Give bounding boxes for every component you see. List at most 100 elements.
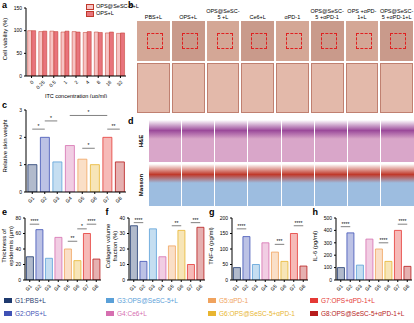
svg-text:G2: G2 bbox=[34, 283, 43, 292]
svg-text:G8: G8 bbox=[401, 283, 410, 292]
svg-text:40: 40 bbox=[15, 246, 21, 252]
html-text:Thickness of epidermis (μm): Thickness of epidermis (μm) bbox=[1, 225, 14, 267]
svg-text:3: 3 bbox=[19, 107, 22, 113]
html-text:Collagen volume fraction (%): Collagen volume fraction (%) bbox=[104, 223, 117, 269]
svg-text:G4: G4 bbox=[156, 283, 165, 292]
svg-text:****: **** bbox=[341, 221, 349, 227]
svg-text:500: 500 bbox=[323, 215, 332, 221]
svg-text:100: 100 bbox=[323, 264, 332, 270]
svg-text:2: 2 bbox=[73, 79, 79, 85]
svg-text:10: 10 bbox=[119, 261, 125, 267]
svg-text:0: 0 bbox=[19, 73, 22, 79]
svg-text:G7: G7 bbox=[185, 283, 194, 292]
svg-text:1: 1 bbox=[62, 79, 68, 85]
svg-text:0: 0 bbox=[225, 277, 228, 283]
svg-text:****: **** bbox=[238, 223, 246, 229]
svg-text:G5: G5 bbox=[269, 283, 278, 292]
svg-text:G5: G5 bbox=[77, 195, 86, 204]
svg-text:G4: G4 bbox=[260, 283, 269, 292]
svg-text:30: 30 bbox=[119, 230, 125, 236]
svg-text:**: ** bbox=[112, 123, 116, 129]
svg-text:****: **** bbox=[295, 220, 303, 226]
svg-text:G6: G6 bbox=[175, 283, 184, 292]
svg-text:0: 0 bbox=[19, 189, 22, 195]
svg-text:G3: G3 bbox=[147, 283, 156, 292]
svg-text:*: * bbox=[38, 123, 40, 129]
svg-text:8: 8 bbox=[95, 79, 101, 85]
svg-text:G6: G6 bbox=[382, 283, 391, 292]
svg-text:***: *** bbox=[192, 217, 198, 223]
svg-text:G3: G3 bbox=[43, 283, 52, 292]
svg-text:G4: G4 bbox=[53, 283, 62, 292]
svg-text:G1: G1 bbox=[24, 283, 33, 292]
svg-text:****: **** bbox=[134, 217, 142, 223]
svg-text:300: 300 bbox=[323, 240, 332, 246]
svg-text:G2: G2 bbox=[39, 195, 48, 204]
svg-text:*: * bbox=[88, 109, 90, 115]
svg-text:200: 200 bbox=[220, 215, 229, 221]
svg-text:G1: G1 bbox=[128, 283, 137, 292]
svg-text:*: * bbox=[88, 142, 90, 148]
svg-text:G6: G6 bbox=[89, 195, 98, 204]
svg-text:G3: G3 bbox=[250, 283, 259, 292]
svg-text:****: **** bbox=[88, 218, 96, 224]
svg-text:G4: G4 bbox=[363, 283, 372, 292]
svg-text:60: 60 bbox=[15, 230, 21, 236]
svg-text:G7: G7 bbox=[81, 283, 90, 292]
svg-text:****: **** bbox=[379, 237, 387, 243]
svg-text:G6: G6 bbox=[72, 283, 81, 292]
svg-text:100: 100 bbox=[14, 27, 23, 33]
svg-text:4: 4 bbox=[84, 79, 90, 85]
svg-text:G1: G1 bbox=[335, 283, 344, 292]
svg-text:ITC concentration (μg/ml): ITC concentration (μg/ml) bbox=[45, 93, 107, 98]
svg-text:150: 150 bbox=[14, 5, 23, 11]
html-text:OPS@SeSC-5 +L: OPS@SeSC-5 +L bbox=[206, 8, 240, 20]
svg-text:32: 32 bbox=[115, 79, 123, 87]
svg-text:50: 50 bbox=[222, 261, 228, 267]
svg-text:G8: G8 bbox=[114, 195, 123, 204]
svg-text:20: 20 bbox=[119, 246, 125, 252]
svg-text:150: 150 bbox=[220, 230, 229, 236]
svg-text:**: ** bbox=[71, 235, 75, 241]
svg-text:100: 100 bbox=[220, 246, 229, 252]
svg-text:G3: G3 bbox=[354, 283, 363, 292]
svg-text:G7: G7 bbox=[288, 283, 297, 292]
svg-text:G5: G5 bbox=[373, 283, 382, 292]
svg-text:0: 0 bbox=[122, 277, 125, 283]
svg-text:16: 16 bbox=[104, 79, 112, 87]
svg-text:2: 2 bbox=[19, 134, 22, 140]
svg-text:G8: G8 bbox=[298, 283, 307, 292]
svg-text:G4: G4 bbox=[64, 195, 73, 204]
svg-text:G7: G7 bbox=[392, 283, 401, 292]
svg-text:20: 20 bbox=[15, 261, 21, 267]
svg-text:G1: G1 bbox=[231, 283, 240, 292]
svg-text:G8: G8 bbox=[194, 283, 203, 292]
svg-text:G6: G6 bbox=[279, 283, 288, 292]
svg-text:80: 80 bbox=[15, 215, 21, 221]
svg-text:G8: G8 bbox=[91, 283, 100, 292]
svg-text:0: 0 bbox=[329, 277, 332, 283]
svg-text:0.25: 0.25 bbox=[35, 79, 46, 90]
svg-text:40: 40 bbox=[119, 215, 125, 221]
svg-text:*: * bbox=[50, 115, 52, 121]
svg-text:G2: G2 bbox=[241, 283, 250, 292]
svg-text:G3: G3 bbox=[52, 195, 61, 204]
svg-text:**: ** bbox=[174, 220, 178, 226]
svg-text:400: 400 bbox=[323, 227, 332, 233]
svg-text:G1: G1 bbox=[27, 195, 36, 204]
svg-text:****: **** bbox=[31, 218, 39, 224]
svg-text:*: * bbox=[81, 223, 83, 229]
svg-text:G5: G5 bbox=[166, 283, 175, 292]
svg-text:0: 0 bbox=[18, 277, 21, 283]
svg-text:50: 50 bbox=[16, 50, 22, 56]
svg-text:0.5: 0.5 bbox=[48, 79, 57, 88]
svg-text:G2: G2 bbox=[137, 283, 146, 292]
svg-text:0: 0 bbox=[29, 79, 35, 85]
svg-text:1: 1 bbox=[19, 161, 22, 167]
svg-text:200: 200 bbox=[323, 252, 332, 258]
svg-text:****: **** bbox=[398, 218, 406, 224]
svg-text:G5: G5 bbox=[62, 283, 71, 292]
svg-text:G7: G7 bbox=[102, 195, 111, 204]
svg-text:G2: G2 bbox=[344, 283, 353, 292]
svg-text:***: *** bbox=[277, 238, 283, 244]
